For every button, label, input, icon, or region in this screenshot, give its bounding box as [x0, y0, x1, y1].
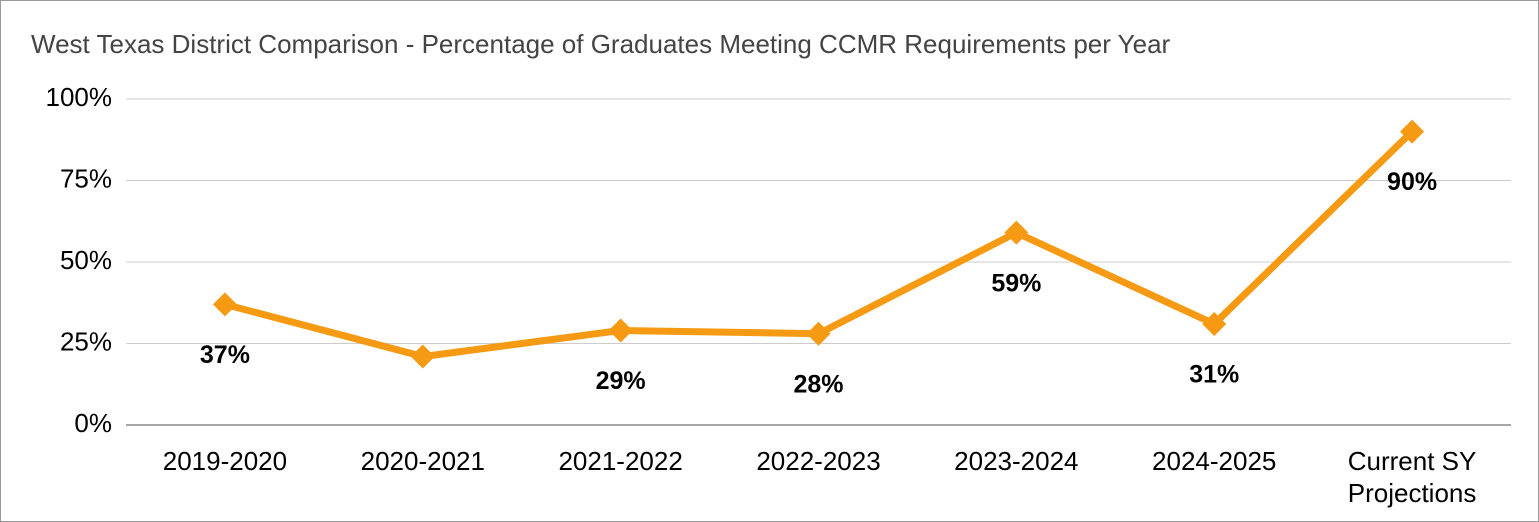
- data-label: 90%: [1387, 168, 1437, 196]
- x-tick-label: Current SY Projections: [1347, 446, 1477, 508]
- data-label: 37%: [200, 341, 250, 369]
- x-tick-label: 2024-2025: [1152, 446, 1277, 476]
- y-tick-label: 25%: [60, 326, 112, 356]
- y-tick-label: 0%: [74, 408, 112, 438]
- marker: [1004, 220, 1029, 245]
- data-label: 31%: [1189, 361, 1239, 389]
- marker: [608, 318, 633, 343]
- data-label: 59%: [991, 269, 1041, 297]
- marker: [1202, 311, 1227, 336]
- marker: [1400, 119, 1425, 144]
- x-tick-label: 2021-2022: [558, 446, 683, 476]
- y-tick-label: 50%: [60, 245, 112, 275]
- x-tick-label: 2023-2024: [954, 446, 1079, 476]
- marker: [410, 344, 435, 369]
- marker: [806, 321, 831, 346]
- x-tick-label: 2022-2023: [756, 446, 881, 476]
- y-tick-label: 75%: [60, 163, 112, 193]
- marker: [212, 292, 237, 317]
- data-label: 29%: [596, 367, 646, 395]
- data-label: 28%: [793, 370, 843, 398]
- x-tick-label: 2019-2020: [162, 446, 288, 476]
- chart-title: West Texas District Comparison - Percent…: [31, 29, 1171, 59]
- x-tick-label: 2020-2021: [360, 446, 485, 476]
- y-tick-label: 100%: [46, 82, 113, 112]
